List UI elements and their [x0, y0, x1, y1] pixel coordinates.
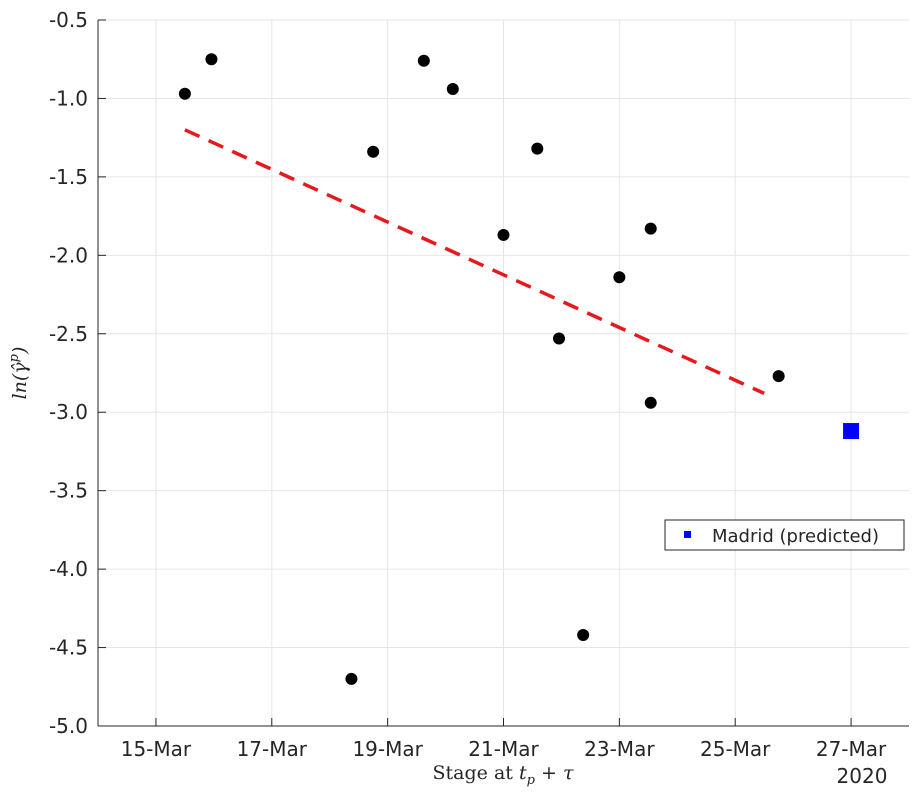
regression-line	[184, 128, 765, 395]
y-tick-label: -2.5	[49, 322, 88, 346]
legend-marker-square-icon	[684, 531, 691, 538]
predicted-point-marker	[843, 423, 860, 440]
y-tick-label: -4.0	[49, 557, 88, 581]
data-point	[446, 83, 459, 96]
x-tick-label: 19-Mar	[352, 737, 423, 761]
data-point	[531, 142, 544, 155]
data-point	[577, 629, 590, 642]
legend: Madrid (predicted)	[664, 519, 905, 551]
x-tick-label: 27-Mar	[816, 737, 887, 761]
x-tick-label: 15-Mar	[121, 737, 192, 761]
data-point	[367, 145, 380, 158]
x-tick-label: 17-Mar	[237, 737, 308, 761]
y-tick-label: -0.5	[49, 8, 88, 32]
data-point	[644, 396, 657, 409]
data-point	[178, 87, 191, 100]
y-tick-label: -3.5	[49, 479, 88, 503]
tick-labels: -5.0 -4.5 -4.0 -3.5 -3.0 -2.5 -2.0 -1.5 -1.0 -0.5…	[49, 8, 887, 761]
data-point	[417, 54, 430, 67]
legend-box	[664, 519, 905, 551]
data-point	[772, 370, 785, 383]
axes	[97, 19, 909, 727]
fit-line	[184, 128, 765, 395]
y-tick-label: -3.0	[49, 400, 88, 424]
data-point	[497, 228, 510, 241]
data-point	[553, 332, 566, 345]
x-axis-label: Stage at tp + τ	[433, 762, 574, 788]
y-tick-label: -5.0	[49, 714, 88, 738]
y-tick-label: -4.5	[49, 636, 88, 660]
x-tick-label: 21-Mar	[468, 737, 539, 761]
data-points	[178, 53, 785, 685]
x-tick-label: 23-Mar	[584, 737, 655, 761]
predicted-point	[843, 423, 860, 440]
x-axis-year-label: 2020	[837, 764, 888, 788]
data-point	[613, 271, 626, 284]
legend-entry-label: Madrid (predicted)	[712, 526, 879, 547]
data-point	[345, 672, 358, 685]
y-axis-label: ln(γ̂p)	[7, 347, 31, 400]
x-tick-label: 25-Mar	[700, 737, 771, 761]
y-tick-label: -1.5	[49, 165, 88, 189]
data-point	[205, 53, 218, 66]
data-point	[644, 222, 657, 235]
y-tick-label: -1.0	[49, 86, 88, 110]
y-tick-label: -2.0	[49, 243, 88, 267]
